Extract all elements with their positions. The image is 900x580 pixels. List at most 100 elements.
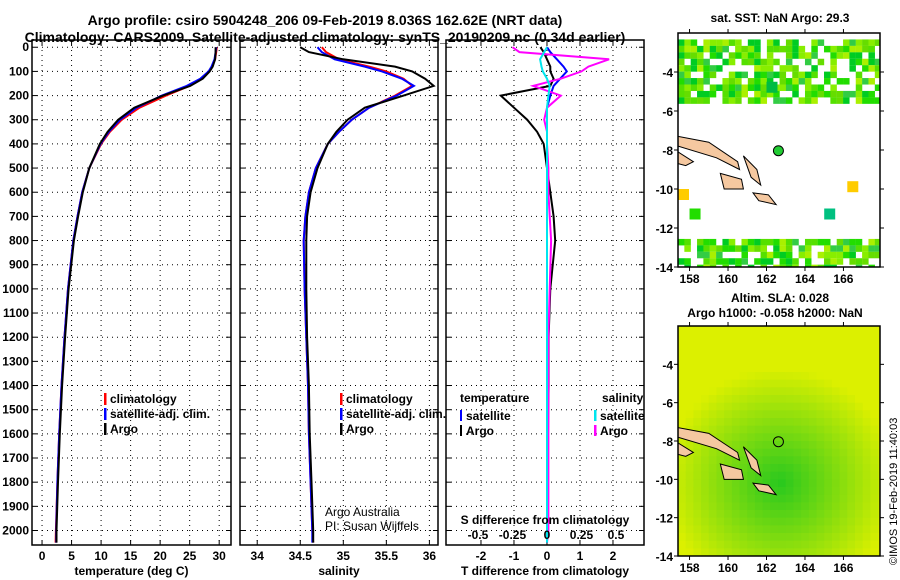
sla-cell [785, 395, 795, 404]
sla-cell [816, 349, 826, 358]
sla-cell [839, 364, 849, 373]
sla-cell [808, 494, 818, 504]
sst-cell [874, 238, 880, 246]
sla-cell [747, 333, 756, 343]
sst-cell [747, 264, 755, 267]
sla-cell [747, 494, 756, 504]
sla-cell [839, 548, 849, 556]
sla-cell [693, 479, 702, 488]
sla-cell [824, 448, 833, 458]
sst-cell [747, 238, 755, 246]
sla-cell [708, 548, 718, 556]
sla-cell [693, 525, 702, 534]
sla-cell [824, 441, 833, 450]
sla-cell [762, 456, 772, 465]
sla-cell [870, 464, 879, 473]
sla-cell [785, 471, 795, 481]
sla-cell [831, 471, 841, 481]
sla-cell [847, 464, 856, 473]
sla-cell [708, 326, 718, 335]
sla-cell [862, 487, 872, 496]
sla-cell [854, 418, 864, 427]
legend-swatch [594, 425, 597, 436]
sla-cell [801, 326, 810, 335]
sst-cell [868, 238, 875, 246]
sla-cell [808, 433, 818, 442]
sla-cell [701, 487, 710, 496]
map-title: Altim. SLA: 0.028 [731, 291, 829, 305]
sla-cell [754, 471, 764, 481]
sst-cell [868, 52, 875, 59]
sla-cell [854, 540, 864, 550]
sla-cell [824, 402, 833, 412]
sla-cell [693, 517, 702, 527]
sst-cell [709, 258, 717, 265]
sla-cell [739, 372, 749, 381]
sst-cell [690, 39, 698, 46]
sla-cell [862, 333, 872, 343]
sla-cell [793, 425, 802, 435]
sla-cell [839, 333, 849, 343]
sst-cell [830, 65, 837, 72]
sla-cell [724, 395, 733, 404]
sla-cell [716, 387, 725, 396]
sla-cell [731, 410, 741, 419]
sla-cell [801, 402, 810, 412]
sla-cell [816, 510, 826, 519]
sla-cell [854, 333, 864, 343]
sst-cell [874, 84, 880, 91]
sla-cell [716, 479, 725, 488]
sla-cell [739, 433, 749, 442]
sla-cell [824, 471, 833, 481]
sst-cell [703, 258, 710, 265]
sla-cell [816, 487, 826, 496]
sst-cell [868, 90, 875, 98]
sla-cell [754, 387, 764, 396]
sst-cell [868, 45, 875, 53]
sla-cell [762, 533, 772, 542]
sst-cell [741, 52, 748, 59]
sst-cell [811, 65, 818, 72]
sla-cell [762, 356, 772, 366]
sst-cell [798, 52, 806, 59]
sst-cell [747, 39, 755, 46]
sst-cell [766, 58, 774, 66]
sst-cell [855, 39, 863, 46]
sla-cell [870, 548, 879, 556]
sst-cell [766, 45, 774, 53]
sst-cell [754, 45, 761, 53]
sst-cell [792, 52, 799, 59]
x-axis-label: T difference from climatology [461, 564, 629, 578]
sla-cell [816, 402, 826, 412]
sla-cell [870, 387, 879, 396]
sla-cell [862, 418, 872, 427]
sla-cell [747, 502, 756, 511]
y-tick-label: 700 [9, 209, 29, 223]
sst-cell [716, 45, 723, 53]
sst-cell [728, 71, 736, 79]
sla-cell [770, 410, 779, 419]
sla-cell [678, 525, 687, 534]
sla-cell [793, 456, 802, 465]
sla-cell [724, 349, 733, 358]
map-x-tick-label: 160 [718, 561, 738, 575]
sla-cell [708, 418, 718, 427]
sla-cell [839, 395, 849, 404]
panel-salinity [239, 39, 439, 546]
sla-cell [701, 494, 710, 504]
sla-cell [854, 487, 864, 496]
sla-cell [870, 402, 879, 412]
y-tick-label: 900 [9, 258, 29, 272]
sla-cell [693, 464, 702, 473]
argo-position-marker [772, 145, 784, 157]
sla-cell [762, 333, 772, 343]
sst-cell [792, 71, 799, 79]
series-argo [299, 46, 436, 543]
sla-cell [678, 341, 687, 350]
sla-cell [747, 341, 756, 350]
sst-cell [849, 45, 856, 53]
sst-cell [830, 245, 837, 252]
sst-cell [785, 39, 793, 46]
sla-cell [831, 494, 841, 504]
sla-cell [808, 479, 818, 488]
